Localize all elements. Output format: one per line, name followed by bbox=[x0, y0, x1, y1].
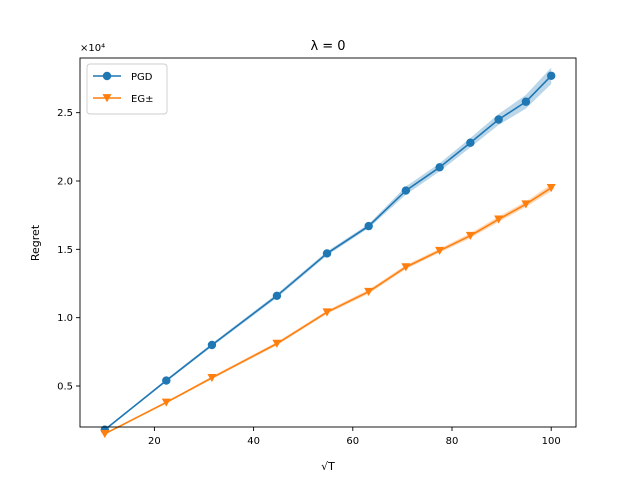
legend-label: EG± bbox=[131, 94, 153, 105]
axes: 20 40 60 80 100 0.5 1.0 1.5 2.0 2.5 bbox=[57, 57, 577, 447]
y-tick-label: 1.0 bbox=[57, 313, 73, 324]
series-1-point bbox=[466, 138, 475, 147]
y-tick-label: 2.0 bbox=[57, 177, 73, 188]
series-1-point bbox=[521, 97, 531, 106]
x-tick-label: 80 bbox=[446, 436, 459, 447]
y-tick-label: 1.5 bbox=[57, 245, 73, 256]
series-2-point bbox=[364, 287, 374, 296]
y-axis-multiplier: ×10⁴ bbox=[80, 43, 105, 54]
series-1-point bbox=[364, 221, 373, 231]
series-2-line bbox=[104, 187, 552, 435]
series-1-point bbox=[401, 186, 411, 195]
series-1-point bbox=[272, 291, 282, 300]
series-1-line bbox=[104, 75, 552, 431]
series-2-point bbox=[521, 200, 531, 209]
series-1-point bbox=[494, 115, 503, 124]
y-axis-label: Regret bbox=[29, 224, 42, 261]
series-2-point bbox=[401, 263, 411, 272]
series-1-point bbox=[322, 249, 332, 258]
series-1-point bbox=[547, 71, 556, 80]
plot-frame bbox=[79, 57, 577, 428]
series-lines bbox=[104, 75, 552, 435]
x-axis-label: √T bbox=[321, 460, 335, 473]
x-tick-label: 40 bbox=[247, 436, 260, 447]
series-2-point bbox=[435, 246, 445, 255]
legend-label: PGD bbox=[131, 72, 153, 83]
series-2-point bbox=[465, 231, 475, 240]
series-1-point bbox=[162, 376, 171, 385]
series-2-point bbox=[207, 373, 217, 383]
series-2-point bbox=[546, 184, 556, 193]
series-2-point bbox=[494, 215, 504, 224]
x-tick-label: 60 bbox=[346, 436, 359, 447]
legend-marker bbox=[102, 94, 112, 103]
series-2-point bbox=[272, 339, 282, 348]
series-1-point bbox=[207, 340, 217, 350]
x-tick-label: 20 bbox=[148, 436, 161, 447]
legend-marker bbox=[102, 71, 112, 81]
series-2-point bbox=[161, 398, 171, 407]
series-1-point bbox=[435, 163, 444, 172]
series-markers bbox=[100, 71, 556, 439]
x-tick-label: 100 bbox=[542, 436, 561, 447]
legend: PGD EG± bbox=[86, 63, 168, 115]
y-tick-label: 0.5 bbox=[57, 382, 73, 393]
chart-title: λ = 0 bbox=[310, 39, 345, 54]
series-2-point bbox=[322, 308, 332, 317]
y-tick-label: 2.5 bbox=[57, 108, 73, 119]
legend-box bbox=[86, 63, 168, 115]
series-2-point bbox=[100, 430, 110, 439]
